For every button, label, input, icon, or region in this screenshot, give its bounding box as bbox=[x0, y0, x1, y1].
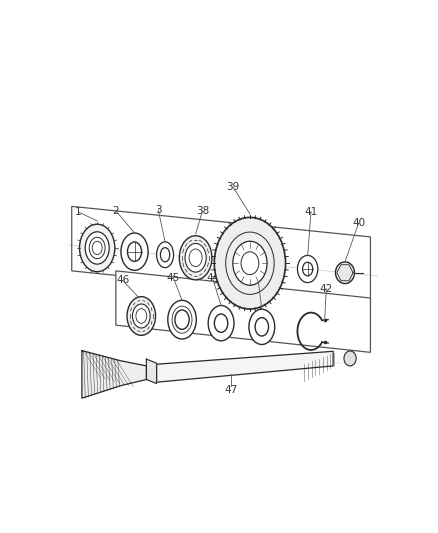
Text: 1: 1 bbox=[75, 207, 82, 217]
Polygon shape bbox=[116, 271, 371, 352]
Ellipse shape bbox=[127, 242, 141, 261]
Text: 40: 40 bbox=[352, 218, 365, 228]
Polygon shape bbox=[156, 351, 333, 382]
Polygon shape bbox=[82, 351, 146, 398]
Polygon shape bbox=[72, 206, 371, 302]
Text: 47: 47 bbox=[225, 385, 238, 394]
Ellipse shape bbox=[303, 262, 313, 276]
Ellipse shape bbox=[157, 242, 173, 268]
Text: 38: 38 bbox=[196, 206, 209, 216]
Ellipse shape bbox=[241, 252, 259, 274]
Polygon shape bbox=[146, 359, 156, 384]
Text: 39: 39 bbox=[226, 182, 240, 192]
Ellipse shape bbox=[160, 248, 170, 262]
Ellipse shape bbox=[233, 241, 267, 285]
Ellipse shape bbox=[214, 314, 228, 333]
Ellipse shape bbox=[336, 262, 354, 284]
Ellipse shape bbox=[132, 304, 150, 328]
Ellipse shape bbox=[179, 236, 212, 280]
Ellipse shape bbox=[214, 217, 286, 309]
Ellipse shape bbox=[189, 249, 202, 266]
Ellipse shape bbox=[136, 309, 147, 324]
Text: 42: 42 bbox=[320, 284, 333, 294]
Ellipse shape bbox=[175, 310, 189, 329]
Ellipse shape bbox=[168, 300, 196, 339]
Ellipse shape bbox=[344, 351, 356, 366]
Ellipse shape bbox=[255, 318, 268, 336]
Ellipse shape bbox=[92, 241, 102, 255]
Text: 43: 43 bbox=[252, 277, 265, 287]
Text: 46: 46 bbox=[116, 276, 129, 285]
Ellipse shape bbox=[185, 244, 206, 272]
Text: 3: 3 bbox=[155, 205, 162, 215]
Ellipse shape bbox=[89, 237, 105, 259]
Ellipse shape bbox=[208, 305, 234, 341]
Text: 45: 45 bbox=[167, 273, 180, 283]
Ellipse shape bbox=[249, 309, 275, 344]
Text: 44: 44 bbox=[206, 273, 219, 283]
Ellipse shape bbox=[121, 233, 148, 270]
Ellipse shape bbox=[85, 232, 109, 264]
Ellipse shape bbox=[127, 297, 155, 335]
Ellipse shape bbox=[297, 255, 318, 282]
Text: 2: 2 bbox=[113, 206, 119, 216]
Ellipse shape bbox=[80, 224, 115, 272]
Text: 41: 41 bbox=[304, 207, 318, 216]
